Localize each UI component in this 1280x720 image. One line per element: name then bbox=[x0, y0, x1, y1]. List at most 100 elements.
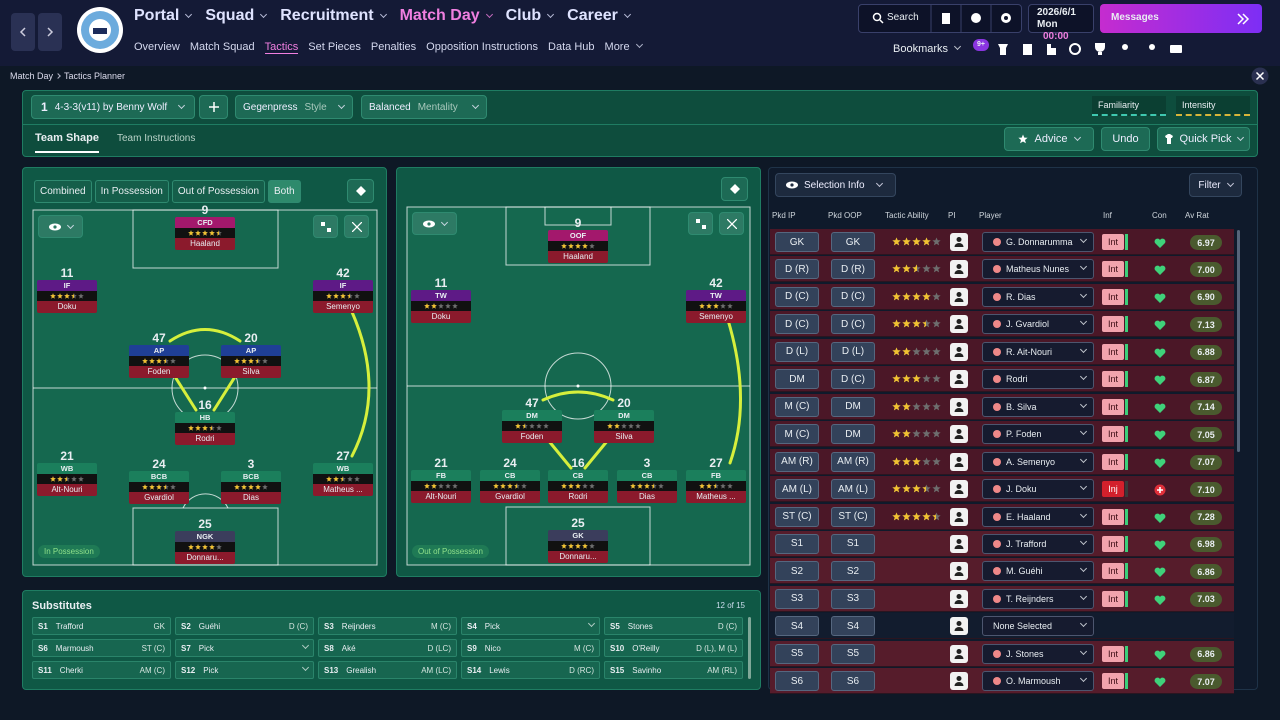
intensity[interactable]: Intensity bbox=[1176, 96, 1250, 116]
picked-oop[interactable]: D (C) bbox=[831, 286, 875, 307]
player-card[interactable]: 42 IF Semenyo bbox=[313, 266, 373, 313]
pitch-options[interactable] bbox=[721, 177, 748, 201]
bookmarks[interactable]: Bookmarks bbox=[893, 42, 962, 55]
pi-button[interactable] bbox=[950, 452, 968, 471]
picked-ip[interactable]: DM bbox=[775, 369, 819, 390]
player-select[interactable]: A. Semenyo bbox=[982, 451, 1094, 472]
bookmark-icons[interactable] bbox=[995, 41, 1185, 57]
player-select[interactable]: J. Trafford bbox=[982, 533, 1094, 554]
pi-button[interactable] bbox=[950, 480, 968, 499]
pi-button[interactable] bbox=[950, 260, 968, 279]
submenu-item[interactable]: Set Pieces bbox=[308, 41, 361, 53]
player-select[interactable]: E. Haaland bbox=[982, 506, 1094, 527]
add-tactic[interactable] bbox=[199, 95, 228, 119]
player-card[interactable]: 16 CB Rodri bbox=[548, 456, 608, 503]
view-select[interactable] bbox=[412, 212, 457, 235]
player-card[interactable]: 16 HB Rodri bbox=[175, 398, 235, 445]
phase-button[interactable]: Combined bbox=[34, 180, 92, 203]
club-logo[interactable] bbox=[76, 6, 124, 54]
picked-ip[interactable]: ST (C) bbox=[775, 506, 819, 527]
picked-oop[interactable]: ST (C) bbox=[831, 506, 875, 527]
picked-oop[interactable]: D (C) bbox=[831, 314, 875, 335]
advice-button[interactable]: Advice bbox=[1004, 127, 1094, 151]
player-select[interactable]: R. Dias bbox=[982, 286, 1094, 307]
menu-item[interactable]: Club bbox=[506, 7, 555, 25]
scrollbar[interactable] bbox=[1237, 230, 1240, 452]
picked-ip[interactable]: S4 bbox=[775, 616, 819, 637]
pi-button[interactable] bbox=[950, 287, 968, 306]
picked-ip[interactable]: M (C) bbox=[775, 424, 819, 445]
pi-button[interactable] bbox=[950, 370, 968, 389]
picked-ip[interactable]: S1 bbox=[775, 533, 819, 554]
player-select[interactable]: None Selected bbox=[982, 616, 1094, 637]
toolbar-icons[interactable] bbox=[930, 4, 1022, 33]
substitute-slot[interactable]: S15 Savinho AM (RL) bbox=[604, 661, 743, 679]
picked-ip[interactable]: M (C) bbox=[775, 396, 819, 417]
pi-button[interactable] bbox=[950, 617, 968, 636]
player-select[interactable]: J. Gvardiol bbox=[982, 314, 1094, 335]
picked-oop[interactable]: S5 bbox=[831, 643, 875, 664]
submenu-item[interactable]: Data Hub bbox=[548, 41, 595, 53]
substitute-slot[interactable]: S2 Guéhi D (C) bbox=[175, 617, 314, 635]
tab-active[interactable]: Team Shape bbox=[35, 132, 99, 153]
player-card[interactable]: 21 FB Alt-Nouri bbox=[411, 456, 471, 503]
submenu-item[interactable]: Penalties bbox=[370, 41, 417, 53]
menu-item[interactable]: Career bbox=[567, 7, 631, 25]
player-select[interactable]: Rodri bbox=[982, 369, 1094, 390]
substitute-slot[interactable]: S8 Aké D (LC) bbox=[318, 639, 457, 657]
player-select[interactable]: R. Ait-Nouri bbox=[982, 341, 1094, 362]
style-select[interactable]: Gegenpress Style bbox=[235, 95, 353, 119]
substitute-slot[interactable]: S1 Trafford GK bbox=[32, 617, 171, 635]
picked-oop[interactable]: D (R) bbox=[831, 259, 875, 280]
player-select[interactable]: P. Foden bbox=[982, 424, 1094, 445]
player-select[interactable]: B. Silva bbox=[982, 396, 1094, 417]
substitute-slot[interactable]: S9 Nico M (C) bbox=[461, 639, 600, 657]
pi-button[interactable] bbox=[950, 672, 968, 691]
picked-oop[interactable]: S1 bbox=[831, 533, 875, 554]
submenu-item[interactable]: Overview bbox=[134, 41, 180, 53]
grid-toggle[interactable] bbox=[688, 212, 713, 235]
player-card[interactable]: 11 IF Doku bbox=[37, 266, 97, 313]
familiarity[interactable]: Familiarity bbox=[1092, 96, 1166, 116]
pi-button[interactable] bbox=[950, 315, 968, 334]
search-button[interactable]: Search bbox=[887, 12, 919, 23]
picked-ip[interactable]: D (C) bbox=[775, 286, 819, 307]
player-card[interactable]: 9 CFD Haaland bbox=[175, 203, 235, 250]
view-select[interactable] bbox=[38, 215, 83, 238]
player-card[interactable]: 42 TW Semenyo bbox=[686, 276, 746, 323]
undo-button[interactable]: Undo bbox=[1101, 127, 1150, 151]
menu-item[interactable]: Portal bbox=[134, 7, 193, 25]
substitute-slot[interactable]: S11 Cherki AM (C) bbox=[32, 661, 171, 679]
player-card[interactable]: 27 WB Matheus ... bbox=[313, 449, 373, 496]
back-button[interactable] bbox=[11, 13, 35, 51]
picked-ip[interactable]: GK bbox=[775, 232, 819, 252]
picked-ip[interactable]: AM (R) bbox=[775, 451, 819, 472]
player-card[interactable]: 27 FB Matheus ... bbox=[686, 456, 746, 503]
substitute-slot[interactable]: S14 Lewis D (RC) bbox=[461, 661, 600, 679]
messages-button[interactable]: Messages bbox=[1100, 4, 1262, 33]
substitute-slot[interactable]: S12 Pick bbox=[175, 661, 314, 679]
picked-oop[interactable]: D (L) bbox=[831, 341, 875, 362]
pi-button[interactable] bbox=[950, 562, 968, 581]
picked-ip[interactable]: D (C) bbox=[775, 314, 819, 335]
picked-ip[interactable]: D (R) bbox=[775, 259, 819, 280]
grid-toggle[interactable] bbox=[313, 215, 338, 238]
pi-button[interactable] bbox=[950, 425, 968, 444]
player-select[interactable]: J. Stones bbox=[982, 643, 1094, 664]
player-card[interactable]: 20 DM Silva bbox=[594, 396, 654, 443]
player-card[interactable]: 25 NGK Donnaru... bbox=[175, 517, 235, 564]
picked-ip[interactable]: S6 bbox=[775, 671, 819, 692]
picked-oop[interactable]: DM bbox=[831, 424, 875, 445]
picked-ip[interactable]: S3 bbox=[775, 588, 819, 609]
quick-pick-button[interactable]: Quick Pick bbox=[1157, 127, 1250, 151]
player-select[interactable]: T. Reijnders bbox=[982, 588, 1094, 609]
phase-button[interactable]: In Possession bbox=[94, 180, 169, 203]
picked-oop[interactable]: GK bbox=[831, 232, 875, 252]
menu-item[interactable]: Match Day bbox=[400, 7, 493, 25]
player-card[interactable]: 11 TW Doku bbox=[411, 276, 471, 323]
tactic-select[interactable]: 1 4-3-3(v11) by Benny Wolf bbox=[31, 95, 195, 119]
submenu-item[interactable]: More bbox=[605, 40, 643, 54]
picked-oop[interactable]: AM (L) bbox=[831, 479, 875, 500]
scrollbar[interactable] bbox=[748, 617, 751, 679]
substitute-slot[interactable]: S13 Grealish AM (LC) bbox=[318, 661, 457, 679]
